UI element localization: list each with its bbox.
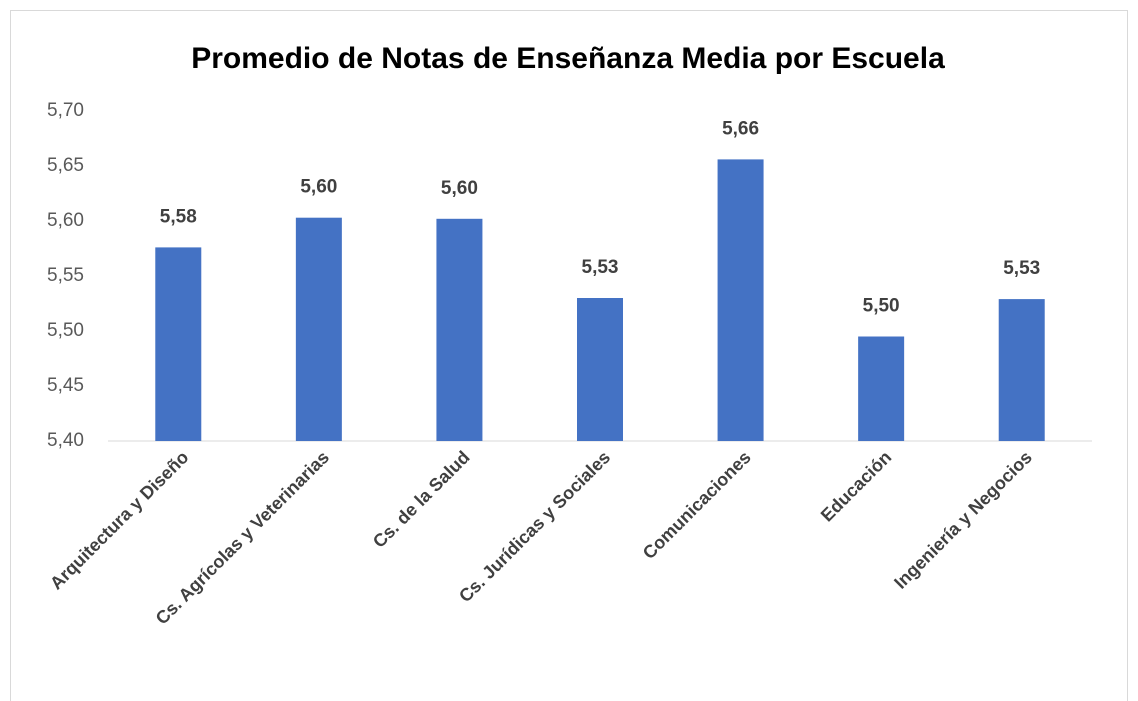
- y-tick-label: 5,60: [47, 210, 84, 231]
- value-label: 5,53: [1003, 258, 1040, 279]
- y-tick-label: 5,50: [47, 320, 84, 341]
- value-label: 5,58: [160, 206, 197, 227]
- value-label: 5,60: [441, 178, 478, 199]
- y-tick-label: 5,65: [47, 155, 84, 176]
- value-label: 5,50: [863, 296, 900, 317]
- value-label: 5,60: [300, 177, 337, 198]
- value-label: 5,66: [722, 118, 759, 139]
- y-tick-label: 5,55: [47, 265, 84, 286]
- bar: [295, 217, 342, 441]
- chart-title: Promedio de Notas de Enseñanza Media por…: [191, 42, 945, 75]
- bar: [858, 336, 905, 441]
- y-tick-label: 5,45: [47, 375, 84, 396]
- bar: [577, 298, 623, 441]
- bar: [998, 299, 1045, 441]
- y-tick-label: 5,40: [47, 430, 84, 451]
- value-label: 5,53: [582, 257, 619, 278]
- bar: [155, 247, 202, 441]
- bar: [436, 218, 483, 441]
- bar: [717, 159, 764, 441]
- y-tick-label: 5,70: [47, 100, 84, 121]
